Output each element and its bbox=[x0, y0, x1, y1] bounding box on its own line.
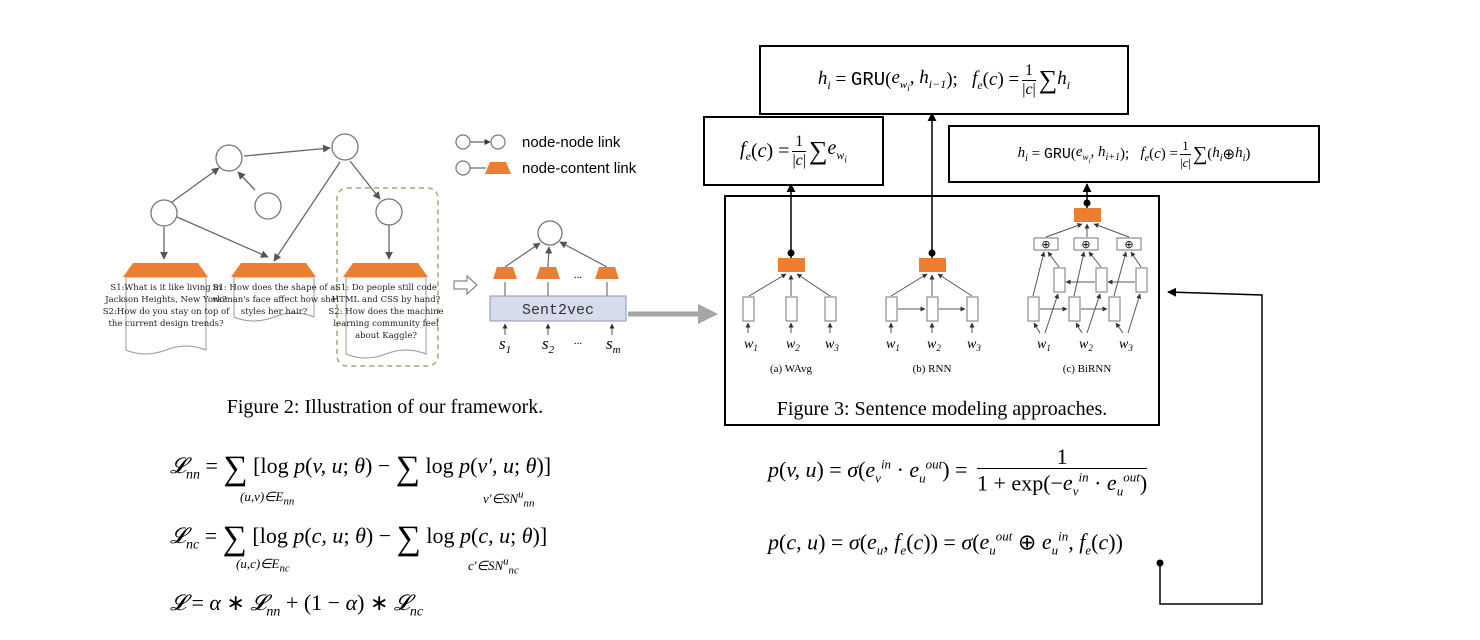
svg-text:about Kaggle?: about Kaggle? bbox=[355, 331, 417, 341]
backward-unit bbox=[1054, 268, 1065, 292]
svg-text:w3: w3 bbox=[1119, 337, 1133, 353]
figure3-caption: Figure 3: Sentence modeling approaches. bbox=[777, 398, 1107, 420]
subfigure-label-rnn: (b) RNN bbox=[913, 363, 952, 375]
rnn-formula-box: hi = GRU(ewi, hi−1); fe(c) = 1 |c| ∑ hi bbox=[759, 45, 1129, 115]
svg-text:S2:How do you stay on top of: S2:How do you stay on top of bbox=[103, 307, 230, 317]
forward-unit bbox=[1109, 297, 1120, 321]
pool-unit bbox=[1074, 208, 1101, 222]
svg-text:...: ... bbox=[574, 335, 583, 347]
svg-text:w2: w2 bbox=[927, 337, 941, 353]
content-document-1: S1:What is it like living in Jackson Hei… bbox=[103, 263, 230, 354]
svg-text:sm: sm bbox=[606, 334, 621, 356]
svg-text:S1:What is it like living in: S1:What is it like living in bbox=[110, 283, 222, 293]
word-unit bbox=[825, 297, 836, 321]
svg-text:⊕: ⊕ bbox=[1124, 238, 1133, 251]
loss-nn-equation: 𝓛nn = ∑ [log p(v, u; θ) − ∑ log p(v′, u;… bbox=[170, 452, 551, 486]
svg-text:styles her hair?: styles her hair? bbox=[241, 307, 308, 317]
legend: node-node link node-content link bbox=[456, 134, 637, 177]
rnn-unit bbox=[927, 297, 938, 321]
wavg-network: w1 w2 w3 (a) WAvg bbox=[743, 258, 839, 375]
svg-text:w3: w3 bbox=[967, 337, 981, 353]
birnn-network: ⊕ ⊕ ⊕ w1 w2 w3 (c) BiRNN bbox=[1028, 208, 1147, 375]
rnn-network: w1 w2 w3 (b) RNN bbox=[886, 258, 981, 375]
svg-text:w2: w2 bbox=[786, 337, 800, 353]
figure2-caption: Figure 2: Illustration of our framework. bbox=[227, 396, 544, 418]
rnn-unit bbox=[967, 297, 978, 321]
birnn-formula-box: hi = GRU(ewi, hi+1); fe(c) = 1 |c| ∑(hi ⊕… bbox=[948, 125, 1320, 183]
wavg-formula-box: fe(c) = 1 |c| ∑ ewi bbox=[703, 116, 884, 186]
svg-text:S1: Do people still code: S1: Do people still code bbox=[335, 283, 437, 293]
backward-unit bbox=[1136, 268, 1147, 292]
svg-text:...: ... bbox=[574, 269, 583, 281]
svg-text:the current design trends?: the current design trends? bbox=[108, 319, 224, 329]
svg-text:w2: w2 bbox=[1079, 337, 1093, 353]
content-document-3: S1: Do people still code HTML and CSS by… bbox=[328, 263, 443, 358]
prob-vu-equation: p(v, u) = σ(evin · euout) = 1 1 + exp(−e… bbox=[768, 446, 1147, 498]
svg-text:⊕: ⊕ bbox=[1081, 238, 1090, 251]
svg-text:HTML and CSS by hand?: HTML and CSS by hand? bbox=[332, 295, 441, 305]
edge bbox=[244, 148, 330, 156]
content-trapezoid bbox=[595, 267, 619, 279]
svg-text:s1: s1 bbox=[499, 334, 511, 356]
edge bbox=[350, 161, 380, 199]
legend-node-icon bbox=[491, 135, 505, 149]
pool-unit bbox=[919, 258, 946, 272]
sent2vec-label: Sent2vec bbox=[522, 302, 594, 319]
graph-node bbox=[255, 193, 281, 219]
forward-unit bbox=[1069, 297, 1080, 321]
graph-node bbox=[376, 199, 402, 225]
graph-node bbox=[151, 200, 177, 226]
connector-fe bbox=[1160, 292, 1262, 604]
svg-text:w1: w1 bbox=[744, 337, 758, 353]
pool-unit bbox=[778, 258, 805, 272]
svg-text:woman's face affect how she: woman's face affect how she bbox=[212, 295, 336, 305]
word-unit bbox=[743, 297, 754, 321]
subfigure-label-birnn: (c) BiRNN bbox=[1063, 363, 1112, 375]
svg-text:w3: w3 bbox=[825, 337, 839, 353]
rnn-unit bbox=[886, 297, 897, 321]
graph-node bbox=[216, 145, 242, 171]
svg-text:S1: How does the shape of a: S1: How does the shape of a bbox=[213, 283, 336, 293]
svg-text:w1: w1 bbox=[886, 337, 900, 353]
edge bbox=[172, 168, 219, 202]
content-document-2: S1: How does the shape of a woman's face… bbox=[212, 263, 336, 321]
word-unit bbox=[786, 297, 797, 321]
edge bbox=[274, 162, 340, 261]
legend-node-icon bbox=[456, 161, 470, 175]
content-trapezoid bbox=[493, 267, 517, 279]
graph-node bbox=[332, 134, 358, 160]
loss-total-equation: 𝓛 = α ∗ 𝓛nn + (1 − α) ∗ 𝓛nc bbox=[170, 592, 423, 619]
backward-unit bbox=[1096, 268, 1107, 292]
legend-node-content-label: node-content link bbox=[522, 160, 637, 177]
framework-graph: S1:What is it like living in Jackson Hei… bbox=[103, 134, 444, 366]
edge bbox=[177, 217, 268, 257]
svg-text:Jackson Heights, New York?: Jackson Heights, New York? bbox=[104, 295, 227, 305]
legend-node-node-label: node-node link bbox=[522, 134, 621, 151]
sent2vec-node bbox=[538, 221, 562, 245]
gray-arrow-head bbox=[698, 304, 718, 324]
sent2vec-module: ... Sent2vec s1 s2 ... sm bbox=[490, 221, 626, 356]
prob-cu-equation: p(c, u) = σ(eu, fe(c)) = σ(euout ⊕ euin,… bbox=[768, 530, 1123, 557]
svg-text:s2: s2 bbox=[542, 334, 555, 356]
svg-text:⊕: ⊕ bbox=[1041, 238, 1050, 251]
loss-nc-equation: 𝓛nc = ∑ [log p(c, u; θ) − ∑ log p(c, u; … bbox=[170, 522, 547, 556]
edge bbox=[238, 172, 255, 190]
subfigure-label-wavg: (a) WAvg bbox=[770, 363, 813, 375]
content-trapezoid bbox=[536, 267, 560, 279]
legend-content-icon bbox=[485, 162, 511, 174]
svg-text:w1: w1 bbox=[1037, 337, 1051, 353]
svg-text:learning community feel: learning community feel bbox=[333, 319, 438, 329]
hollow-arrow-icon bbox=[454, 276, 477, 294]
svg-text:S2: How does the machine: S2: How does the machine bbox=[328, 307, 443, 317]
forward-unit bbox=[1028, 297, 1039, 321]
legend-node-icon bbox=[456, 135, 470, 149]
